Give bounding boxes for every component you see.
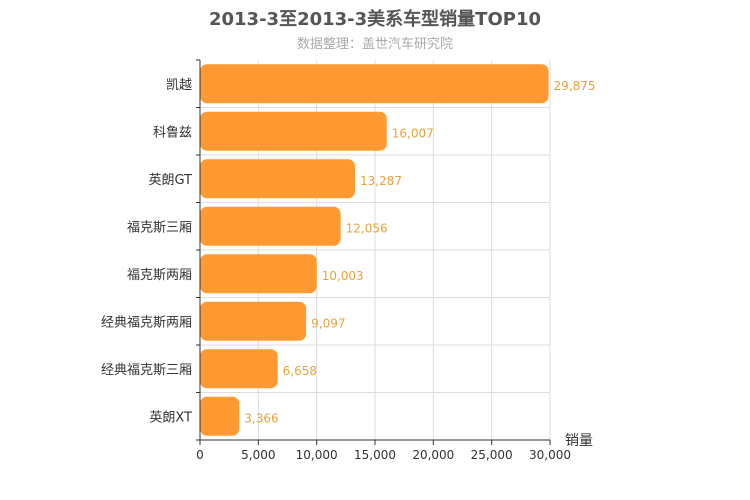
category-label: 经典福克斯两厢	[101, 315, 192, 330]
bars	[200, 64, 549, 436]
category-label: 英朗XT	[149, 410, 192, 425]
value-label: 13,287	[360, 174, 402, 188]
x-tick-label: 0	[196, 448, 204, 462]
x-tick-label: 5,000	[241, 448, 275, 462]
value-label: 9,097	[311, 316, 345, 330]
bar	[200, 301, 307, 341]
bar	[200, 159, 356, 199]
bar	[200, 111, 387, 151]
value-label: 29,875	[554, 79, 596, 93]
category-label: 英朗GT	[148, 173, 192, 188]
category-label: 福克斯两厢	[127, 268, 192, 283]
chart-subtitle: 数据整理：盖世汽车研究院	[297, 36, 453, 52]
bar	[200, 206, 341, 246]
category-label: 经典福克斯三厢	[101, 363, 192, 378]
x-tick-label: 30,000	[529, 448, 571, 462]
bar	[200, 64, 549, 104]
bar	[200, 254, 317, 294]
category-label: 科鲁兹	[153, 125, 192, 140]
bar	[200, 349, 278, 389]
chart-title: 2013-3至2013-3美系车型销量TOP10	[209, 8, 541, 30]
x-tick-label: 15,000	[354, 448, 396, 462]
category-label: 福克斯三厢	[127, 220, 192, 235]
x-tick-labels: 0 5,000 10,000 15,000 20,000 25,000 30,000	[196, 59, 571, 462]
x-tick-label: 25,000	[471, 448, 513, 462]
value-labels: 29,875 16,007 13,287 12,056 10,003 9,097 6,658…	[244, 79, 595, 426]
value-label: 12,056	[346, 221, 388, 235]
value-label: 6,658	[283, 364, 317, 378]
value-label: 3,366	[244, 411, 278, 425]
value-label: 16,007	[392, 126, 434, 140]
x-tick-label: 20,000	[412, 448, 454, 462]
x-axis-name: 销量	[565, 433, 593, 449]
category-label: 凯越	[166, 78, 192, 93]
x-tick-label: 10,000	[296, 448, 338, 462]
value-label: 10,003	[322, 269, 364, 283]
bar	[200, 396, 240, 436]
